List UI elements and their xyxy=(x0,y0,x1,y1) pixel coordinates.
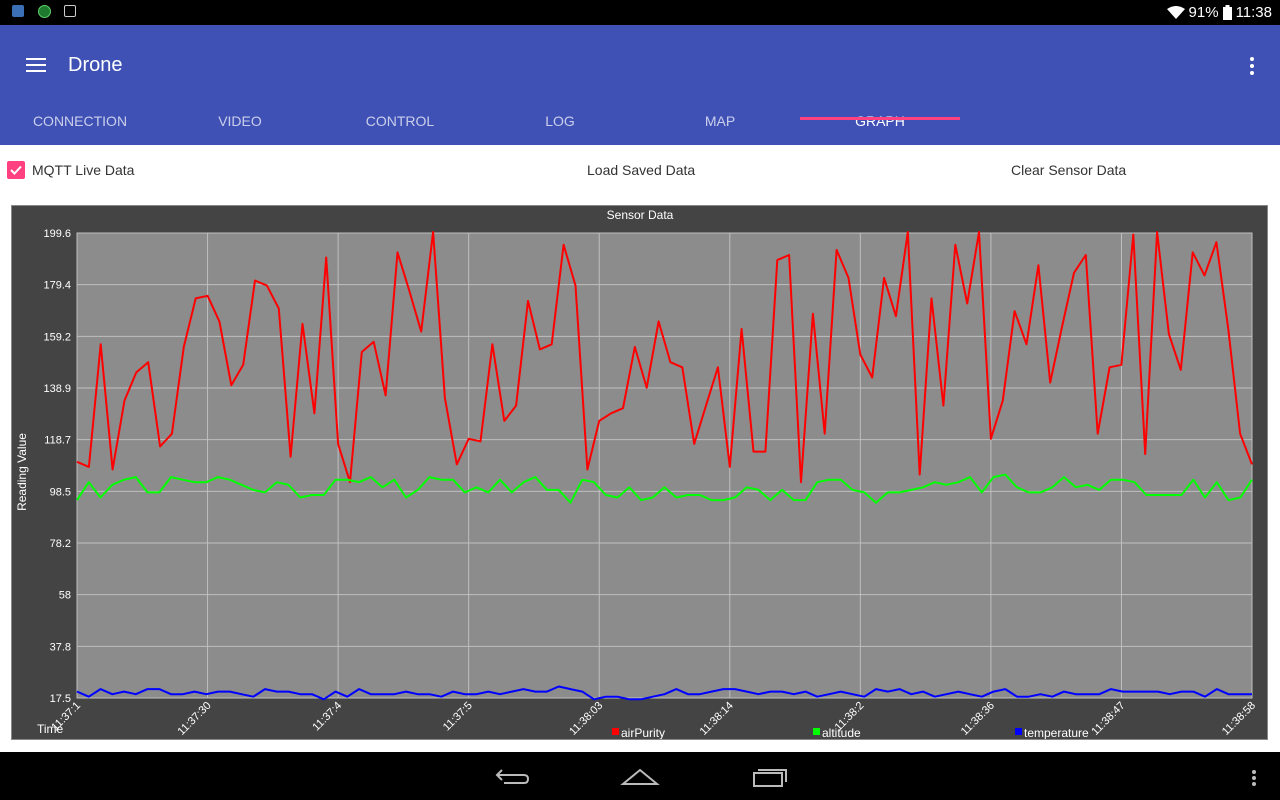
back-icon[interactable] xyxy=(492,764,532,788)
series-line-altitude xyxy=(76,473,1253,504)
wifi-icon xyxy=(1166,5,1185,19)
status-bar: 91% 11:38 xyxy=(0,0,1280,25)
legend-label-temperature: temperature xyxy=(1024,726,1089,739)
clear-sensor-data-button[interactable]: Clear Sensor Data xyxy=(1011,162,1127,178)
x-tick-label: 11:37:5 xyxy=(441,700,475,734)
x-axis-label: Time xyxy=(37,722,64,736)
y-tick-label: 118.7 xyxy=(44,435,71,447)
tab-map[interactable]: MAP xyxy=(704,113,736,129)
y-tick-label: 179.4 xyxy=(43,280,71,292)
clock: 11:38 xyxy=(1235,4,1272,21)
y-tick-label: 58 xyxy=(59,590,71,602)
tab-indicator xyxy=(800,117,960,120)
mqtt-live-data-checkbox[interactable] xyxy=(7,161,25,179)
sensor-chart[interactable]: 199.6 179.4 159.2 138.9 118.7 98.5 78.2 58 37.8 1… xyxy=(11,205,1268,740)
check-icon xyxy=(10,165,22,175)
y-tick-label: 199.6 xyxy=(43,228,71,240)
home-icon[interactable] xyxy=(620,764,660,788)
x-tick-label: 11:38:58 xyxy=(1220,700,1258,738)
tab-bar: CONNECTION VIDEO CONTROL LOG MAP GRAPH xyxy=(0,100,1280,145)
tab-control[interactable]: CONTROL xyxy=(365,113,435,129)
image-icon xyxy=(64,5,76,17)
x-tick-label: 11:37:4 xyxy=(310,700,344,734)
recents-icon[interactable] xyxy=(750,764,790,788)
legend-swatch-temperature xyxy=(1015,728,1022,735)
y-tick-label: 138.9 xyxy=(43,383,71,395)
battery-percent: 91% xyxy=(1188,4,1219,21)
tab-log[interactable]: LOG xyxy=(545,113,575,129)
chart-svg: 199.6 179.4 159.2 138.9 118.7 98.5 78.2 58 37.8 1… xyxy=(15,208,1258,739)
legend-swatch-altitude xyxy=(813,728,820,735)
navigation-bar xyxy=(0,752,1280,800)
graph-controls: MQTT Live Data Load Saved Data Clear Sen… xyxy=(0,145,1280,201)
app-title: Drone xyxy=(68,54,123,76)
legend-label-airpurity: airPurity xyxy=(621,726,665,739)
notification-icon xyxy=(12,5,24,17)
legend-swatch-airpurity xyxy=(612,728,619,735)
x-tick-label: 11:38:14 xyxy=(698,700,736,738)
nav-overflow-icon[interactable] xyxy=(1252,770,1256,786)
x-tick-label: 11:38:03 xyxy=(567,700,605,738)
overflow-menu-icon[interactable] xyxy=(1248,57,1256,75)
mqtt-live-data-label[interactable]: MQTT Live Data xyxy=(32,162,135,178)
y-tick-label: 17.5 xyxy=(50,693,71,705)
battery-icon xyxy=(1222,5,1232,20)
chart-title: Sensor Data xyxy=(607,208,674,222)
series-line-airpurity xyxy=(76,231,1253,484)
menu-icon[interactable] xyxy=(26,58,46,72)
load-saved-data-button[interactable]: Load Saved Data xyxy=(587,162,696,178)
plot-area xyxy=(77,233,1252,698)
tab-connection[interactable]: CONNECTION xyxy=(32,113,128,129)
plot-border xyxy=(76,232,1253,699)
y-tick-label: 159.2 xyxy=(43,331,71,343)
series-line-temperature xyxy=(76,685,1252,701)
x-tick-label: 11:37:30 xyxy=(175,700,213,738)
y-axis-label: Reading Value xyxy=(15,433,29,511)
y-tick-label: 98.5 xyxy=(50,486,71,498)
y-tick-label: 37.8 xyxy=(50,641,71,653)
x-tick-label: 11:38:36 xyxy=(959,700,997,738)
tab-graph[interactable]: GRAPH xyxy=(855,113,905,129)
x-tick-label: 11:38:47 xyxy=(1089,700,1127,738)
y-tick-label: 78.2 xyxy=(50,538,71,550)
app-bar: Drone CONNECTION VIDEO CONTROL LOG MAP G… xyxy=(0,25,1280,145)
tab-video[interactable]: VIDEO xyxy=(218,113,262,129)
badge-icon xyxy=(38,5,51,18)
legend-label-altitude: altitude xyxy=(822,726,861,739)
